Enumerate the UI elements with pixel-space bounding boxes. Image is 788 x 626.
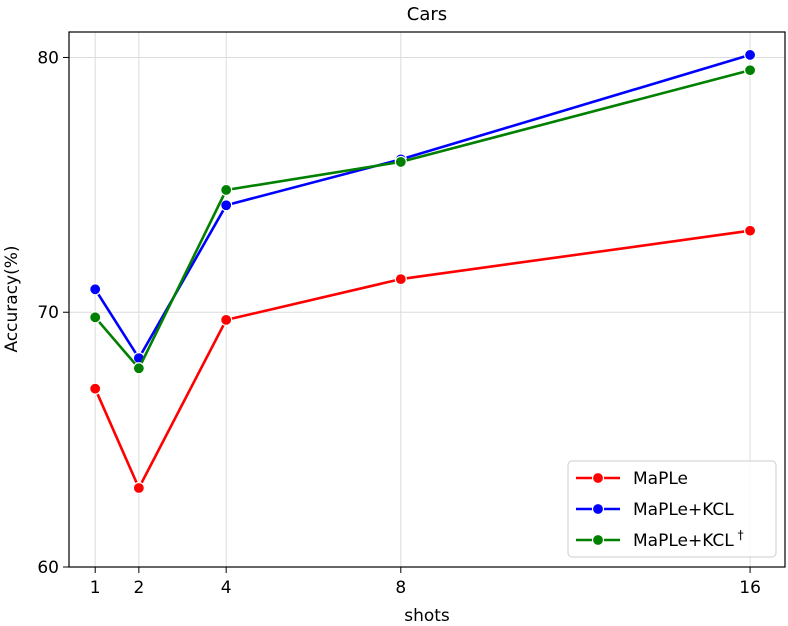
data-point (220, 199, 233, 212)
chart-title: Cars (407, 4, 447, 25)
legend-marker (591, 533, 605, 547)
y-tick-label: 70 (37, 303, 59, 323)
series-group (89, 48, 757, 495)
legend-marker (591, 471, 605, 485)
x-axis-label: shots (404, 606, 450, 626)
data-point (89, 311, 102, 324)
legend-marker (591, 502, 605, 516)
legend-label-superscript: † (734, 528, 744, 542)
data-point (89, 382, 102, 395)
plot-frame (68, 31, 786, 568)
data-point (394, 155, 407, 169)
data-point (743, 48, 757, 62)
x-tick-label: 2 (133, 578, 144, 598)
legend-box (567, 460, 777, 558)
x-tick-label: 16 (739, 578, 761, 598)
x-tick-label: 1 (90, 578, 101, 598)
legend-label-text: MaPLe+KCL (633, 531, 734, 551)
y-tick-label: 60 (37, 558, 59, 578)
data-point (220, 183, 233, 197)
y-tick-label: 80 (37, 48, 59, 68)
x-tick-label: 8 (395, 578, 406, 598)
data-point (394, 273, 407, 286)
data-point (220, 313, 233, 326)
legend-label: MaPLe+KCL † (633, 528, 744, 551)
legend-label: MaPLe (633, 469, 688, 489)
data-point (132, 481, 145, 495)
data-point (743, 224, 757, 237)
data-point (743, 64, 757, 77)
data-point (132, 362, 145, 375)
legend-label: MaPLe+KCL (633, 500, 734, 520)
legend-label-text: MaPLe (633, 469, 688, 489)
data-point (89, 283, 102, 296)
axis-ticks: 1 2 4 8 16 60 70 80 (37, 48, 761, 598)
y-axis-label: Accuracy(%) (2, 245, 22, 352)
x-tick-label: 4 (221, 578, 232, 598)
legend-label-text: MaPLe+KCL (633, 500, 734, 520)
